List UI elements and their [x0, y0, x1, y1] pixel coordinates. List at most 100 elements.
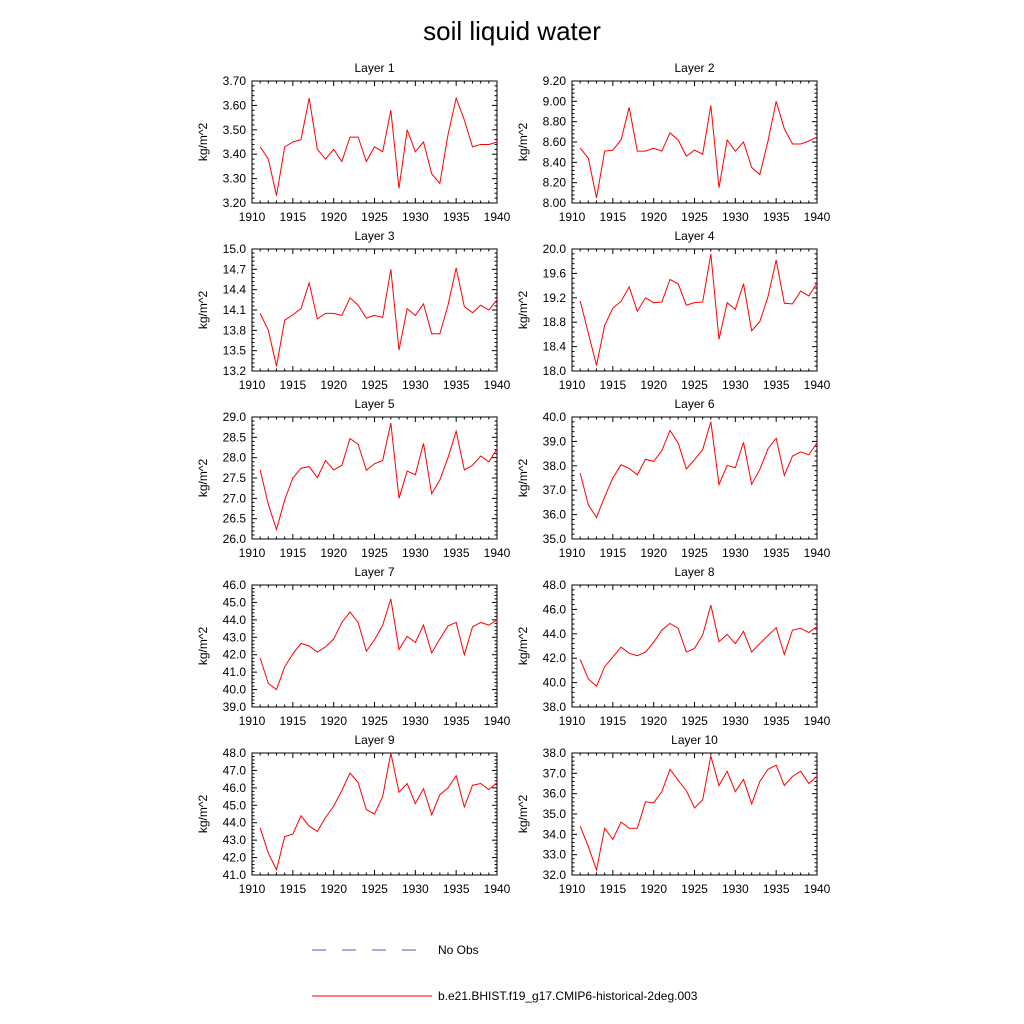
y-tick-label: 38.0 — [543, 746, 567, 760]
x-tick-label: 1930 — [722, 882, 749, 896]
plot-frame — [571, 752, 818, 876]
panel-layer-5: Layer 5 1910 1915 1920 1925 1930 1935 1940 26.0 2… — [196, 397, 511, 560]
y-tick-label: 8.60 — [543, 135, 567, 149]
y-tick-label: 3.30 — [223, 172, 247, 186]
panel-layer-8: Layer 8 1910 1915 1920 1925 1930 1935 1940 38.0 4… — [516, 565, 831, 728]
y-axis-label: kg/m^2 — [516, 795, 530, 834]
y-tick-label: 40.0 — [543, 676, 567, 690]
y-tick-label: 15.0 — [223, 242, 247, 256]
panel-title: Layer 6 — [674, 397, 714, 411]
y-axis-label: kg/m^2 — [196, 627, 210, 666]
y-tick-label: 36.0 — [543, 787, 567, 801]
panel-title: Layer 1 — [354, 61, 394, 75]
x-tick-label: 1925 — [361, 882, 388, 896]
y-tick-label: 9.20 — [543, 74, 567, 88]
y-axis-label: kg/m^2 — [516, 627, 530, 666]
x-tick-label: 1915 — [599, 714, 626, 728]
y-tick-label: 8.40 — [543, 155, 567, 169]
x-tick-label: 1915 — [599, 882, 626, 896]
x-tick-label: 1920 — [320, 378, 347, 392]
y-tick-label: 14.4 — [223, 283, 247, 297]
x-tick-label: 1925 — [361, 378, 388, 392]
y-tick-label: 3.40 — [223, 147, 247, 161]
x-tick-label: 1940 — [484, 714, 511, 728]
x-tick-label: 1930 — [402, 378, 429, 392]
y-tick-label: 3.20 — [223, 196, 247, 210]
y-tick-label: 41.0 — [223, 868, 247, 882]
panel-title: Layer 10 — [671, 733, 718, 747]
x-tick-label: 1935 — [763, 210, 790, 224]
y-tick-label: 8.20 — [543, 176, 567, 190]
x-tick-label: 1920 — [640, 714, 667, 728]
y-tick-label: 32.0 — [543, 868, 567, 882]
panel-title: Layer 8 — [674, 565, 714, 579]
y-axis-label: kg/m^2 — [516, 291, 530, 330]
panel-layer-10: Layer 10 1910 1915 1920 1925 1930 1935 1940 32.0… — [516, 733, 831, 896]
panel-layer-6: Layer 6 1910 1915 1920 1925 1930 1935 1940 35.0 3… — [516, 397, 831, 560]
panel-title: Layer 7 — [354, 565, 394, 579]
y-axis-label: kg/m^2 — [196, 123, 210, 162]
x-tick-label: 1910 — [559, 546, 586, 560]
x-tick-label: 1920 — [320, 546, 347, 560]
x-tick-label: 1940 — [804, 882, 831, 896]
x-tick-label: 1940 — [804, 378, 831, 392]
series-line — [579, 253, 818, 366]
series-line — [259, 752, 498, 872]
x-tick-label: 1940 — [804, 714, 831, 728]
x-tick-label: 1910 — [239, 378, 266, 392]
y-tick-label: 13.5 — [223, 344, 247, 358]
y-tick-label: 44.0 — [223, 816, 247, 830]
legend-label-model: b.e21.BHIST.f19_g17.CMIP6-historical-2de… — [438, 989, 698, 1003]
x-tick-label: 1915 — [599, 378, 626, 392]
x-tick-label: 1920 — [320, 882, 347, 896]
panel-title: Layer 9 — [354, 733, 394, 747]
series-line — [259, 422, 498, 532]
y-tick-label: 47.0 — [223, 763, 247, 777]
plot-frame — [571, 584, 818, 708]
series-line — [579, 101, 818, 199]
y-tick-label: 44.0 — [543, 627, 567, 641]
y-tick-label: 46.0 — [223, 578, 247, 592]
panels: Layer 1 1910 1915 1920 1925 1930 1935 1940 3.20 3… — [196, 61, 831, 896]
series-line — [259, 267, 498, 367]
y-tick-label: 19.6 — [543, 266, 567, 280]
x-tick-label: 1935 — [443, 714, 470, 728]
y-tick-label: 48.0 — [543, 578, 567, 592]
x-tick-label: 1935 — [443, 882, 470, 896]
x-tick-label: 1925 — [681, 714, 708, 728]
y-tick-label: 3.70 — [223, 74, 247, 88]
x-tick-label: 1935 — [443, 210, 470, 224]
x-tick-label: 1940 — [484, 546, 511, 560]
x-tick-label: 1925 — [361, 210, 388, 224]
x-tick-label: 1940 — [804, 210, 831, 224]
y-axis-label: kg/m^2 — [196, 291, 210, 330]
panel-title: Layer 3 — [354, 229, 394, 243]
x-tick-label: 1925 — [681, 210, 708, 224]
x-tick-label: 1930 — [402, 546, 429, 560]
y-tick-label: 3.50 — [223, 123, 247, 137]
y-tick-label: 28.0 — [223, 451, 247, 465]
y-tick-label: 41.0 — [223, 665, 247, 679]
plot-frame — [571, 248, 818, 372]
x-tick-label: 1915 — [279, 714, 306, 728]
x-tick-label: 1910 — [239, 210, 266, 224]
y-tick-label: 27.0 — [223, 491, 247, 505]
x-tick-label: 1940 — [484, 882, 511, 896]
panel-title: Layer 2 — [674, 61, 714, 75]
y-tick-label: 38.0 — [543, 700, 567, 714]
plot-frame — [571, 416, 818, 540]
x-tick-label: 1920 — [640, 210, 667, 224]
y-tick-label: 34.0 — [543, 827, 567, 841]
x-tick-label: 1930 — [402, 714, 429, 728]
y-tick-label: 26.5 — [223, 512, 247, 526]
y-tick-label: 39.0 — [223, 700, 247, 714]
y-tick-label: 29.0 — [223, 410, 247, 424]
y-tick-label: 8.00 — [543, 196, 567, 210]
y-tick-label: 18.4 — [543, 340, 567, 354]
y-tick-label: 13.8 — [223, 323, 247, 337]
panel-layer-2: Layer 2 1910 1915 1920 1925 1930 1935 1940 8.00 8… — [516, 61, 831, 224]
x-tick-label: 1920 — [640, 882, 667, 896]
x-tick-label: 1920 — [320, 714, 347, 728]
x-tick-label: 1930 — [722, 210, 749, 224]
x-tick-label: 1910 — [559, 882, 586, 896]
